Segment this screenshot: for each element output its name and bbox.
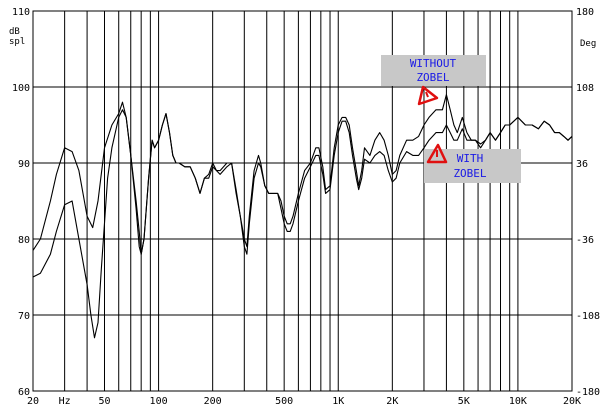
y-tick-label: 80 bbox=[18, 235, 30, 246]
series-lines bbox=[32, 94, 573, 339]
annotation-box bbox=[424, 149, 521, 183]
y2-tick-label: -36 bbox=[576, 235, 594, 246]
y-axis-unit: dB spl bbox=[9, 27, 25, 47]
y2-tick-label: 36 bbox=[576, 159, 588, 170]
plot-frame bbox=[32, 10, 573, 392]
annotation-label-line: WITHOUT bbox=[410, 57, 457, 70]
x-tick-label: Hz bbox=[59, 396, 71, 407]
grid bbox=[33, 11, 572, 391]
y-axis-unit-line: dB bbox=[9, 27, 20, 37]
y-axis-unit-line: spl bbox=[9, 37, 25, 47]
x-tick-label: 2K bbox=[386, 396, 398, 407]
x-tick-label: 500 bbox=[275, 396, 293, 407]
y2-axis-unit: Deg bbox=[580, 39, 596, 49]
y-tick-label: 110 bbox=[12, 7, 30, 18]
y-tick-label: 70 bbox=[18, 311, 30, 322]
x-tick-label: 10K bbox=[509, 396, 527, 407]
x-tick-label: 5K bbox=[458, 396, 470, 407]
with-zobel-marker-icon bbox=[426, 143, 448, 164]
annotation-label-line: ZOBEL bbox=[453, 167, 486, 180]
y2-tick-label: 180 bbox=[576, 7, 594, 18]
annotation-markers bbox=[417, 85, 448, 164]
y-tick-label: 100 bbox=[12, 83, 30, 94]
axis-units: dB spl Deg bbox=[9, 27, 596, 49]
series-line-with-zobel bbox=[32, 109, 573, 339]
y2-tick-label: -180 bbox=[576, 387, 600, 398]
x-tick-label: 20K bbox=[563, 396, 581, 407]
y2-tick-label: 108 bbox=[576, 83, 594, 94]
x-tick-label: 50 bbox=[98, 396, 110, 407]
tick-labels: 20 Hz 50 100 200 500 1K 2K 5K 10K 20K 110 100 90 80 70 6… bbox=[12, 7, 600, 407]
annotation-label-line: ZOBEL bbox=[416, 71, 449, 84]
y-tick-label: 90 bbox=[18, 159, 30, 170]
y2-tick-label: -108 bbox=[576, 311, 600, 322]
x-tick-label: 20 bbox=[27, 396, 39, 407]
x-tick-label: 100 bbox=[150, 396, 168, 407]
y-tick-label: 60 bbox=[18, 387, 30, 398]
x-tick-label: 200 bbox=[204, 396, 222, 407]
annotation-boxes bbox=[381, 55, 521, 183]
annotation-label-line: WITH bbox=[457, 152, 484, 165]
without-zobel-marker-bang bbox=[425, 91, 429, 98]
annotation-box bbox=[381, 55, 486, 86]
without-zobel-marker-icon bbox=[417, 85, 439, 106]
x-tick-label: 1K bbox=[332, 396, 344, 407]
